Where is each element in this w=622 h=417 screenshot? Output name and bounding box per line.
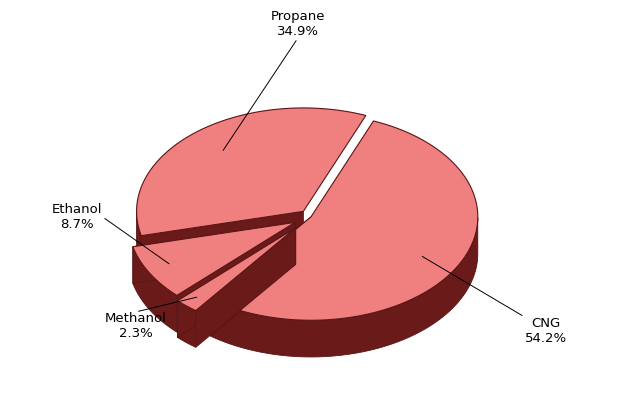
Polygon shape (211, 121, 478, 320)
Text: Methanol
2.3%: Methanol 2.3% (105, 312, 167, 340)
Polygon shape (211, 217, 311, 336)
Polygon shape (133, 222, 295, 295)
Polygon shape (133, 222, 295, 284)
Text: Ethanol
8.7%: Ethanol 8.7% (52, 203, 103, 231)
Text: CNG
54.2%: CNG 54.2% (524, 317, 567, 345)
Polygon shape (141, 211, 304, 272)
Polygon shape (196, 228, 295, 347)
Polygon shape (211, 218, 478, 357)
Text: Propane
34.9%: Propane 34.9% (271, 10, 325, 38)
Polygon shape (133, 247, 177, 332)
Polygon shape (177, 228, 295, 311)
Polygon shape (177, 222, 295, 332)
Polygon shape (137, 108, 366, 236)
Polygon shape (177, 301, 196, 347)
Polygon shape (137, 212, 141, 272)
Polygon shape (177, 228, 295, 337)
